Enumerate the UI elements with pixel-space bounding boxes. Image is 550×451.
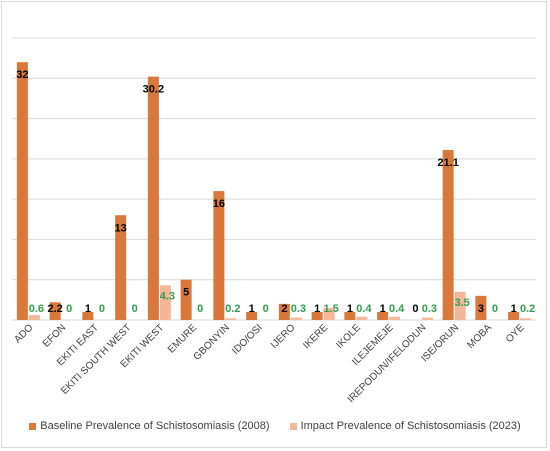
bar-impact-12 bbox=[421, 317, 433, 320]
bar-impact-11 bbox=[389, 316, 401, 320]
tick-label-10: IKOLE bbox=[334, 322, 363, 351]
data-label-baseline-5: 5 bbox=[183, 287, 189, 299]
bar-baseline-8 bbox=[278, 303, 290, 320]
bar-baseline-15 bbox=[508, 311, 520, 320]
data-label-impact-12: 0.3 bbox=[422, 303, 437, 315]
data-label-impact-13: 3.5 bbox=[454, 297, 469, 309]
tick-label-9: IKERE bbox=[301, 322, 330, 351]
data-label-impact-7: 0 bbox=[263, 303, 269, 315]
data-label-impact-10: 0.4 bbox=[356, 303, 372, 315]
bar-impact-0 bbox=[28, 315, 40, 320]
data-label-impact-9: 1.5 bbox=[323, 303, 338, 315]
legend-label-impact: Impact Prevalence of Schistosomiasis (20… bbox=[300, 420, 521, 432]
bar-baseline-7 bbox=[246, 311, 258, 320]
tick-label-0: ADO bbox=[12, 322, 35, 345]
data-label-baseline-7: 1 bbox=[249, 303, 255, 315]
bar-impact-15 bbox=[520, 318, 532, 320]
data-label-baseline-12: 0 bbox=[412, 303, 418, 315]
bar-baseline-2 bbox=[82, 311, 94, 320]
bar-baseline-0 bbox=[16, 62, 28, 321]
data-label-impact-3: 0 bbox=[132, 303, 138, 315]
data-label-impact-2: 0 bbox=[99, 303, 105, 315]
bar-impact-6 bbox=[225, 318, 237, 320]
legend: Baseline Prevalence of Schistosomiasis (… bbox=[0, 420, 550, 432]
tick-label-5: EMURE bbox=[166, 322, 200, 356]
data-label-impact-5: 0 bbox=[197, 303, 203, 315]
tick-label-6: GBONYIN bbox=[192, 322, 232, 362]
legend-item-baseline: Baseline Prevalence of Schistosomiasis (… bbox=[29, 420, 270, 432]
data-label-baseline-8: 2 bbox=[281, 303, 287, 315]
legend-label-baseline: Baseline Prevalence of Schistosomiasis (… bbox=[40, 420, 270, 432]
bar-impact-9 bbox=[323, 307, 335, 320]
legend-swatch-impact bbox=[289, 422, 297, 430]
data-label-baseline-11: 1 bbox=[380, 303, 386, 315]
data-label-baseline-15: 1 bbox=[511, 303, 517, 315]
data-label-baseline-9: 1 bbox=[314, 303, 320, 315]
bar-baseline-1 bbox=[49, 302, 61, 320]
data-label-impact-11: 0.4 bbox=[389, 303, 405, 315]
tick-label-8: IJERO bbox=[269, 322, 298, 351]
bar-impact-8 bbox=[290, 317, 302, 320]
bar-impact-13 bbox=[454, 291, 466, 320]
tick-label-1: EFON bbox=[41, 322, 68, 349]
bar-baseline-11 bbox=[377, 311, 389, 320]
tick-label-14: MOBA bbox=[465, 322, 494, 351]
data-label-baseline-14: 3 bbox=[478, 303, 484, 315]
data-label-baseline-4: 30.2 bbox=[143, 84, 164, 96]
data-label-impact-4: 4.3 bbox=[160, 290, 175, 302]
data-label-baseline-13: 21.1 bbox=[437, 157, 458, 169]
data-label-baseline-6: 16 bbox=[213, 198, 225, 210]
tick-label-7: IDO/OSI bbox=[230, 322, 265, 357]
legend-item-impact: Impact Prevalence of Schistosomiasis (20… bbox=[289, 420, 521, 432]
bar-baseline-10 bbox=[344, 311, 356, 320]
bar-baseline-5 bbox=[180, 279, 192, 320]
bar-baseline-13 bbox=[442, 149, 454, 320]
data-label-impact-0: 0.6 bbox=[29, 303, 44, 315]
tick-label-15: OYE bbox=[504, 322, 527, 345]
data-label-baseline-0: 32 bbox=[16, 69, 28, 81]
data-label-impact-8: 0.3 bbox=[291, 303, 306, 315]
data-label-impact-6: 0.2 bbox=[225, 303, 240, 315]
data-label-impact-14: 0 bbox=[492, 303, 498, 315]
data-label-baseline-2: 1 bbox=[85, 303, 91, 315]
bar-baseline-9 bbox=[311, 311, 323, 320]
bar-impact-10 bbox=[356, 316, 368, 320]
bar-baseline-4 bbox=[147, 76, 159, 320]
bar-baseline-14 bbox=[475, 295, 487, 320]
data-label-impact-15: 0.2 bbox=[520, 303, 535, 315]
data-label-baseline-3: 13 bbox=[115, 222, 127, 234]
bar-baseline-3 bbox=[115, 215, 127, 320]
bar-impact-4 bbox=[159, 285, 171, 320]
data-label-baseline-1: 2.2 bbox=[47, 303, 62, 315]
data-label-baseline-10: 1 bbox=[347, 303, 353, 315]
data-label-impact-1: 0 bbox=[66, 303, 72, 315]
bar-baseline-6 bbox=[213, 191, 225, 320]
legend-swatch-baseline bbox=[29, 422, 37, 430]
